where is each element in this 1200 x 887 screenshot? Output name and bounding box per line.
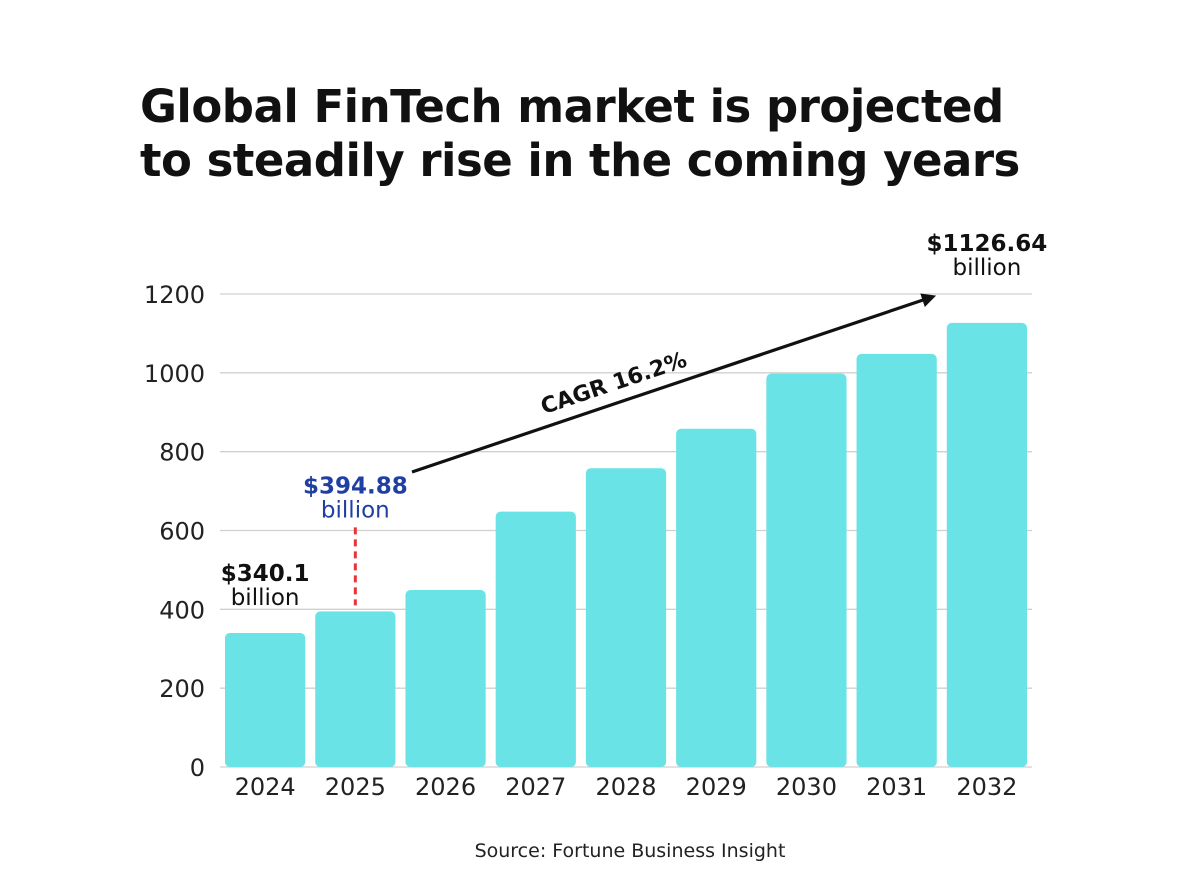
x-tick-label: 2029 bbox=[686, 773, 747, 801]
bar-2024 bbox=[225, 632, 306, 767]
x-tick-label: 2024 bbox=[235, 773, 296, 801]
chart-title-line-2: to steadily rise in the coming years bbox=[140, 134, 1020, 187]
y-tick-label: 800 bbox=[159, 439, 205, 467]
data-label-unit: billion bbox=[231, 585, 300, 611]
data-label-value: $340.1 bbox=[221, 561, 310, 587]
bar-2030 bbox=[766, 373, 847, 767]
data-label-value: $394.88 bbox=[303, 473, 408, 499]
chart-title-line-1: Global FinTech market is projected bbox=[140, 80, 1004, 133]
x-tick-label: 2026 bbox=[415, 773, 476, 801]
y-tick-label: 400 bbox=[159, 596, 205, 624]
x-tick-label: 2027 bbox=[505, 773, 566, 801]
y-tick-label: 1000 bbox=[144, 360, 205, 388]
data-label-unit: billion bbox=[321, 497, 390, 523]
bar-2025 bbox=[315, 611, 396, 767]
x-tick-label: 2030 bbox=[776, 773, 837, 801]
x-tick-label: 2032 bbox=[956, 773, 1017, 801]
bar-2029 bbox=[676, 428, 757, 767]
bar-2031 bbox=[856, 353, 937, 767]
chart-title: Global FinTech market is projected to st… bbox=[140, 80, 1140, 188]
y-tick-label: 0 bbox=[190, 754, 205, 782]
x-tick-label: 2025 bbox=[325, 773, 386, 801]
cagr-arrow bbox=[411, 293, 937, 474]
bar-2032 bbox=[946, 322, 1027, 767]
y-tick-label: 1200 bbox=[144, 281, 205, 309]
bar-2027 bbox=[495, 511, 576, 767]
x-tick-label: 2031 bbox=[866, 773, 927, 801]
bar-2028 bbox=[585, 468, 667, 767]
source-note: Source: Fortune Business Insight bbox=[474, 840, 786, 862]
bar-2026 bbox=[405, 590, 486, 767]
data-label-value: $1126.64 bbox=[927, 231, 1048, 257]
x-tick-label: 2028 bbox=[595, 773, 656, 801]
y-tick-label: 600 bbox=[159, 518, 205, 546]
data-label-unit: billion bbox=[952, 255, 1021, 281]
cagr-label: CAGR 16.2% bbox=[538, 348, 690, 420]
y-tick-label: 200 bbox=[159, 675, 205, 703]
